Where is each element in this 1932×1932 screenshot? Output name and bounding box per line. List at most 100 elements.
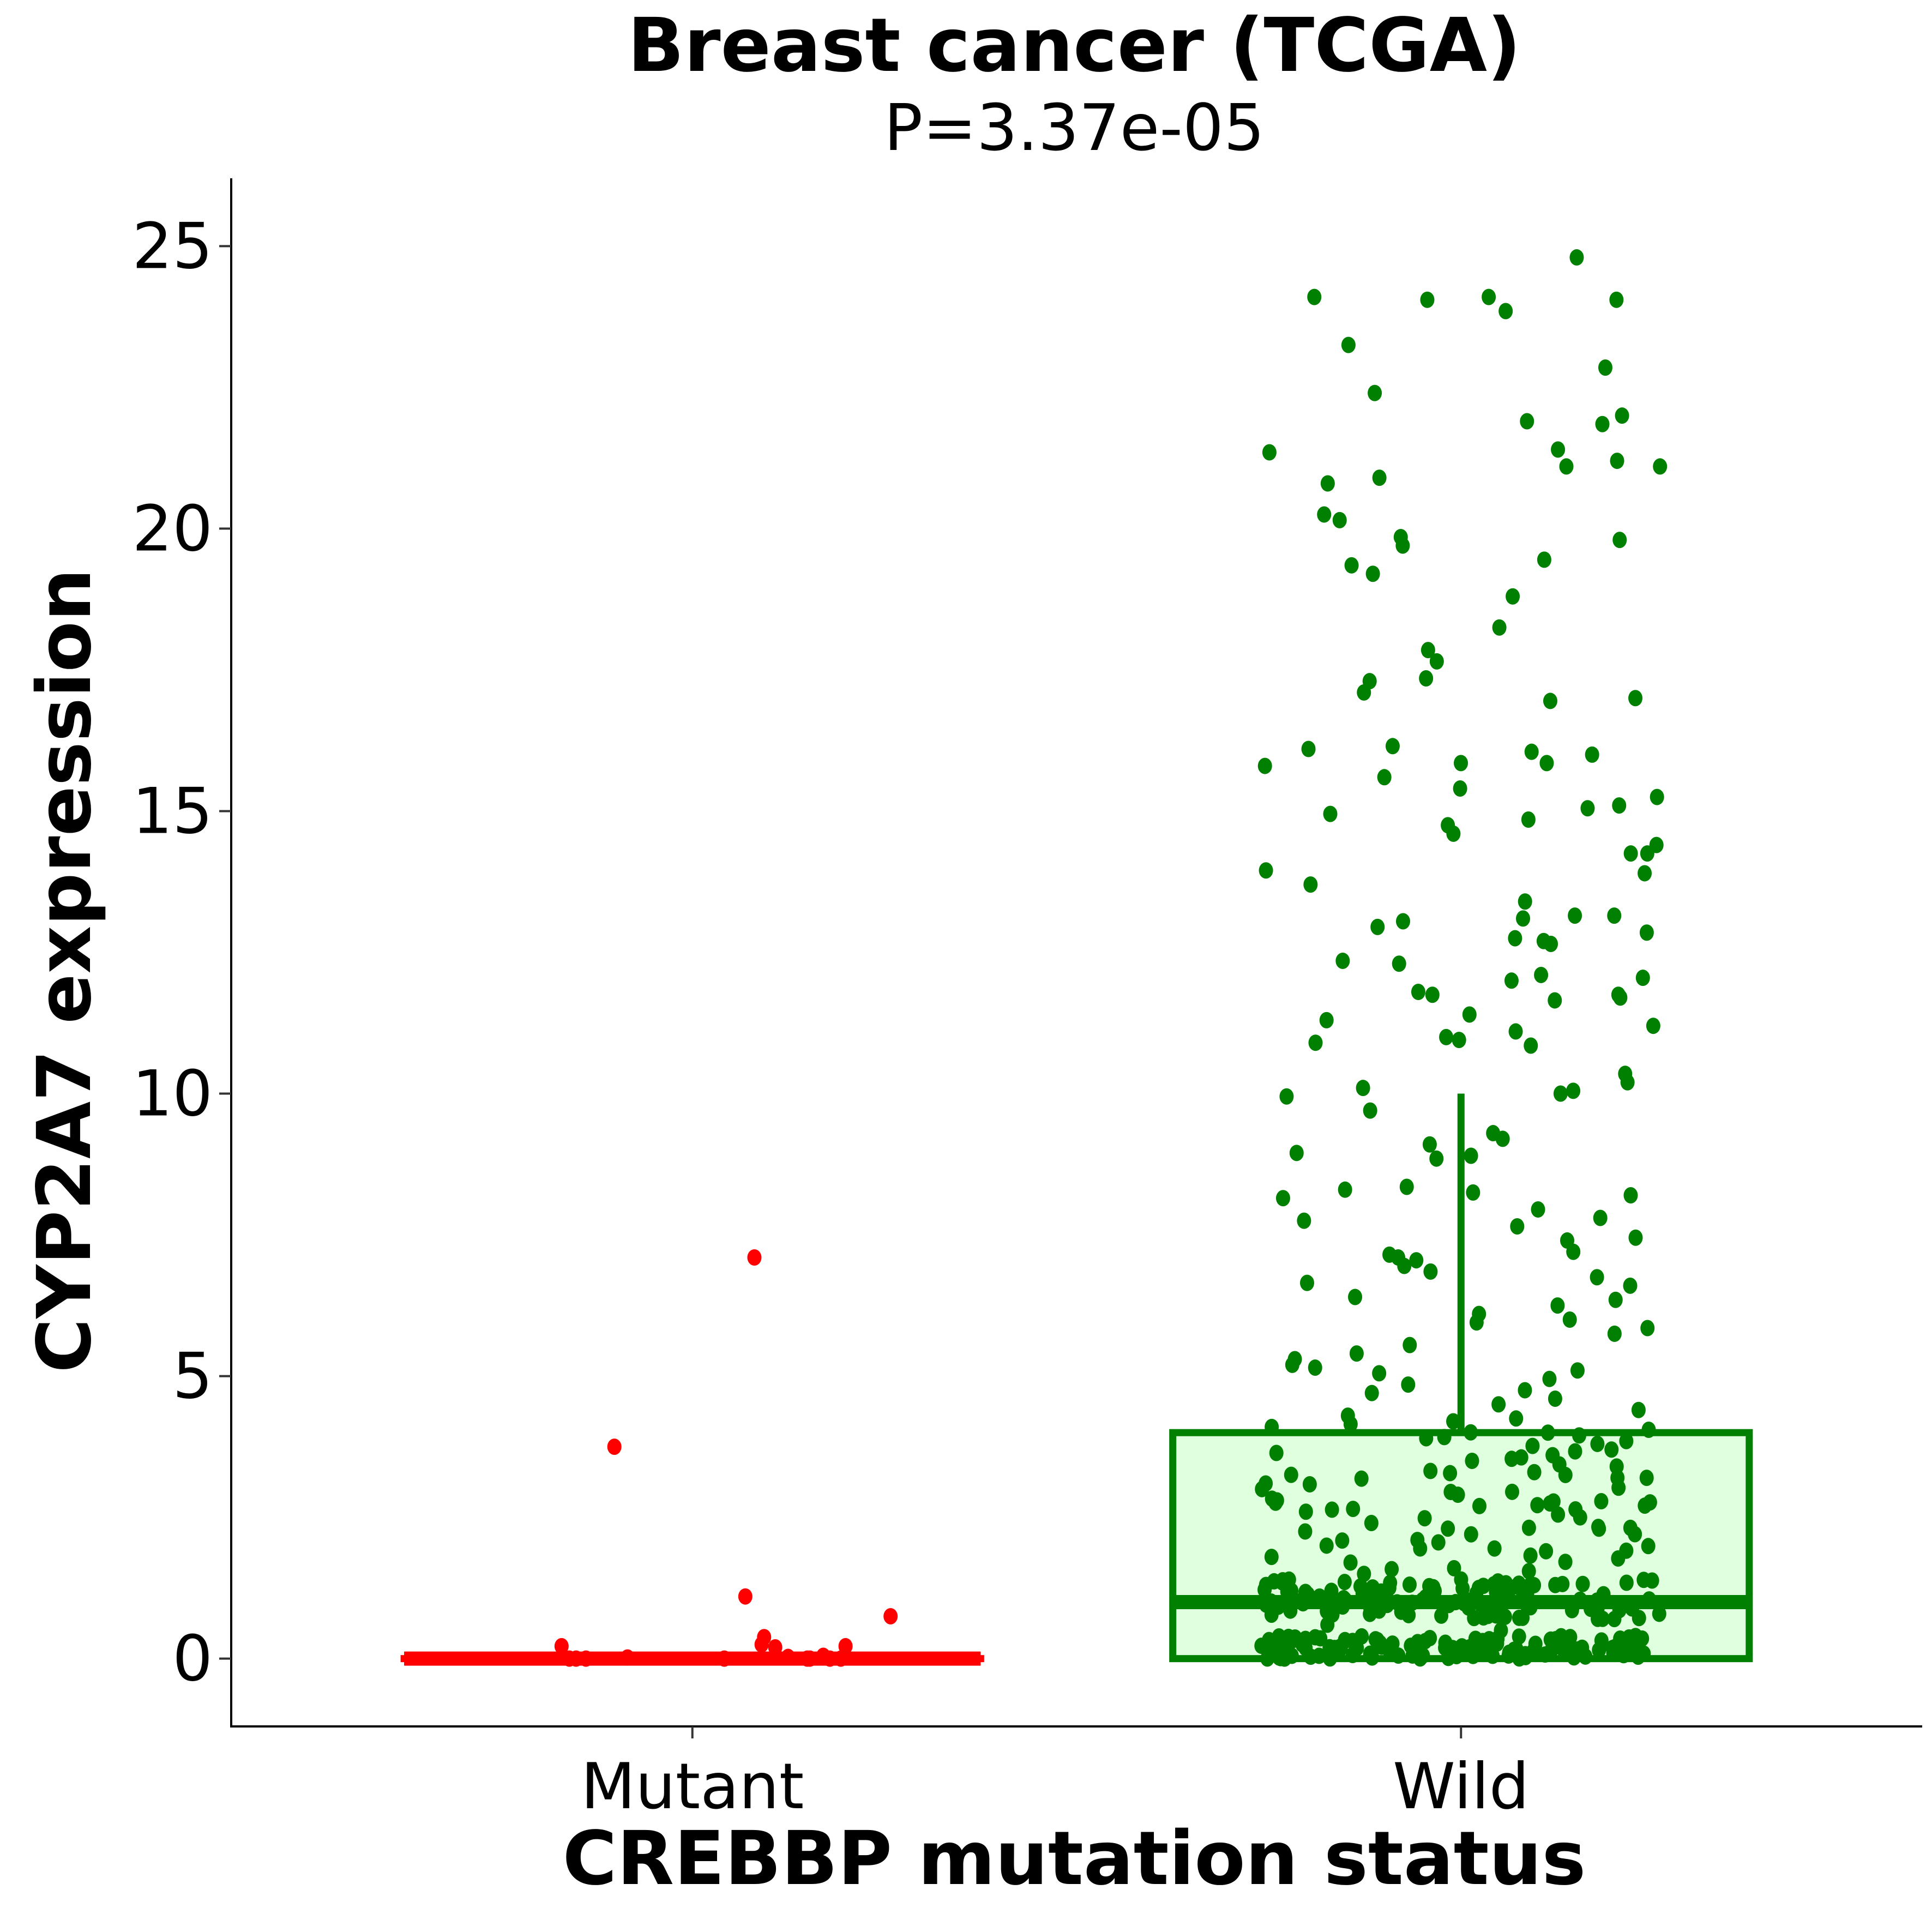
data-point — [1628, 1229, 1643, 1246]
data-point — [1392, 955, 1406, 972]
x-tick-label: Wild — [1393, 1750, 1529, 1823]
data-point — [1472, 1497, 1486, 1514]
data-point — [1354, 1470, 1369, 1487]
data-point — [1612, 1602, 1627, 1618]
data-point — [1550, 1297, 1565, 1314]
data-point — [1272, 1649, 1286, 1666]
data-point — [1523, 1547, 1538, 1564]
data-point — [1283, 1602, 1298, 1619]
data-point — [1619, 1574, 1634, 1591]
data-point — [1338, 1181, 1352, 1198]
data-point — [1308, 1359, 1322, 1376]
data-point — [1455, 1580, 1470, 1597]
data-point — [1429, 653, 1444, 670]
data-point — [1516, 910, 1531, 927]
data-point — [1368, 1631, 1383, 1648]
data-point — [1641, 1538, 1656, 1555]
data-point — [1623, 845, 1638, 862]
data-point — [1319, 1537, 1334, 1554]
data-point — [1372, 1365, 1387, 1382]
data-point — [1346, 1501, 1361, 1518]
data-point — [1289, 1145, 1304, 1161]
data-point — [1510, 1218, 1525, 1235]
y-tick-label: 0 — [172, 1622, 213, 1696]
data-point — [747, 1249, 762, 1266]
data-point — [1307, 288, 1322, 305]
data-point — [1553, 1085, 1568, 1102]
data-point — [1419, 670, 1434, 687]
data-point — [1632, 1610, 1646, 1627]
data-point — [1443, 1465, 1458, 1482]
data-point — [1652, 1605, 1666, 1622]
data-point — [1453, 780, 1467, 797]
data-point — [1628, 690, 1643, 707]
data-point — [1594, 1493, 1609, 1510]
data-point — [1528, 1635, 1543, 1652]
data-point — [1575, 1575, 1590, 1592]
data-point — [1363, 1645, 1377, 1662]
data-point — [1452, 1032, 1466, 1049]
data-point — [1566, 1243, 1581, 1260]
data-point — [1298, 1640, 1313, 1657]
data-point — [1464, 1147, 1478, 1164]
data-point — [1530, 1497, 1545, 1514]
data-point — [1620, 1074, 1635, 1091]
data-point — [1591, 1519, 1606, 1536]
chart-title: Breast cancer (TCGA) — [628, 3, 1521, 89]
data-point — [1642, 1591, 1657, 1608]
data-point — [1551, 1506, 1566, 1523]
data-point — [1312, 1588, 1327, 1605]
data-point — [1404, 1638, 1418, 1654]
data-point — [1610, 453, 1624, 470]
data-point — [1320, 475, 1335, 492]
data-point — [1385, 738, 1400, 755]
data-point — [1332, 511, 1347, 528]
data-point — [1401, 1376, 1416, 1393]
data-point — [1548, 992, 1562, 1009]
data-point — [1512, 1609, 1526, 1626]
data-point — [1343, 1416, 1358, 1433]
data-point — [1364, 1385, 1379, 1401]
data-point — [1269, 1445, 1284, 1461]
data-point — [1653, 458, 1668, 475]
data-point — [1509, 1410, 1524, 1427]
data-point — [1338, 1591, 1352, 1608]
data-point — [1411, 984, 1425, 1001]
data-point — [1612, 532, 1627, 549]
data-point — [1437, 1429, 1452, 1446]
data-point — [1260, 1650, 1275, 1667]
data-point — [1348, 1289, 1363, 1305]
data-point — [1523, 1599, 1538, 1616]
data-point — [1492, 619, 1507, 636]
data-point — [1330, 1640, 1345, 1657]
data-point — [1506, 588, 1520, 605]
data-point — [607, 1439, 622, 1455]
chart-subtitle: P=3.37e-05 — [884, 90, 1265, 165]
data-point — [1466, 1184, 1480, 1201]
data-point — [1357, 684, 1371, 701]
y-axis-label: CYP2A7 expression — [22, 568, 108, 1373]
data-point — [1539, 1543, 1554, 1560]
data-point — [838, 1638, 853, 1654]
data-point — [1363, 1584, 1378, 1600]
data-point — [1520, 413, 1534, 430]
data-point — [1512, 1628, 1526, 1645]
data-point — [1421, 642, 1435, 659]
data-point — [1558, 1554, 1573, 1570]
data-point — [1417, 1510, 1432, 1527]
data-point — [1275, 1190, 1290, 1207]
data-point — [1593, 1209, 1608, 1226]
data-point — [1640, 1320, 1655, 1337]
data-point — [1446, 825, 1461, 842]
data-point — [1518, 893, 1532, 910]
data-point — [738, 1588, 753, 1605]
data-point — [1543, 1631, 1558, 1648]
data-point — [1524, 1037, 1538, 1054]
data-point — [1504, 1450, 1519, 1467]
data-point — [1275, 1574, 1290, 1591]
data-point — [1639, 1470, 1654, 1486]
data-point — [1454, 755, 1468, 772]
data-point — [1590, 1435, 1605, 1452]
data-point — [1325, 1501, 1339, 1518]
data-point — [1487, 1540, 1502, 1557]
